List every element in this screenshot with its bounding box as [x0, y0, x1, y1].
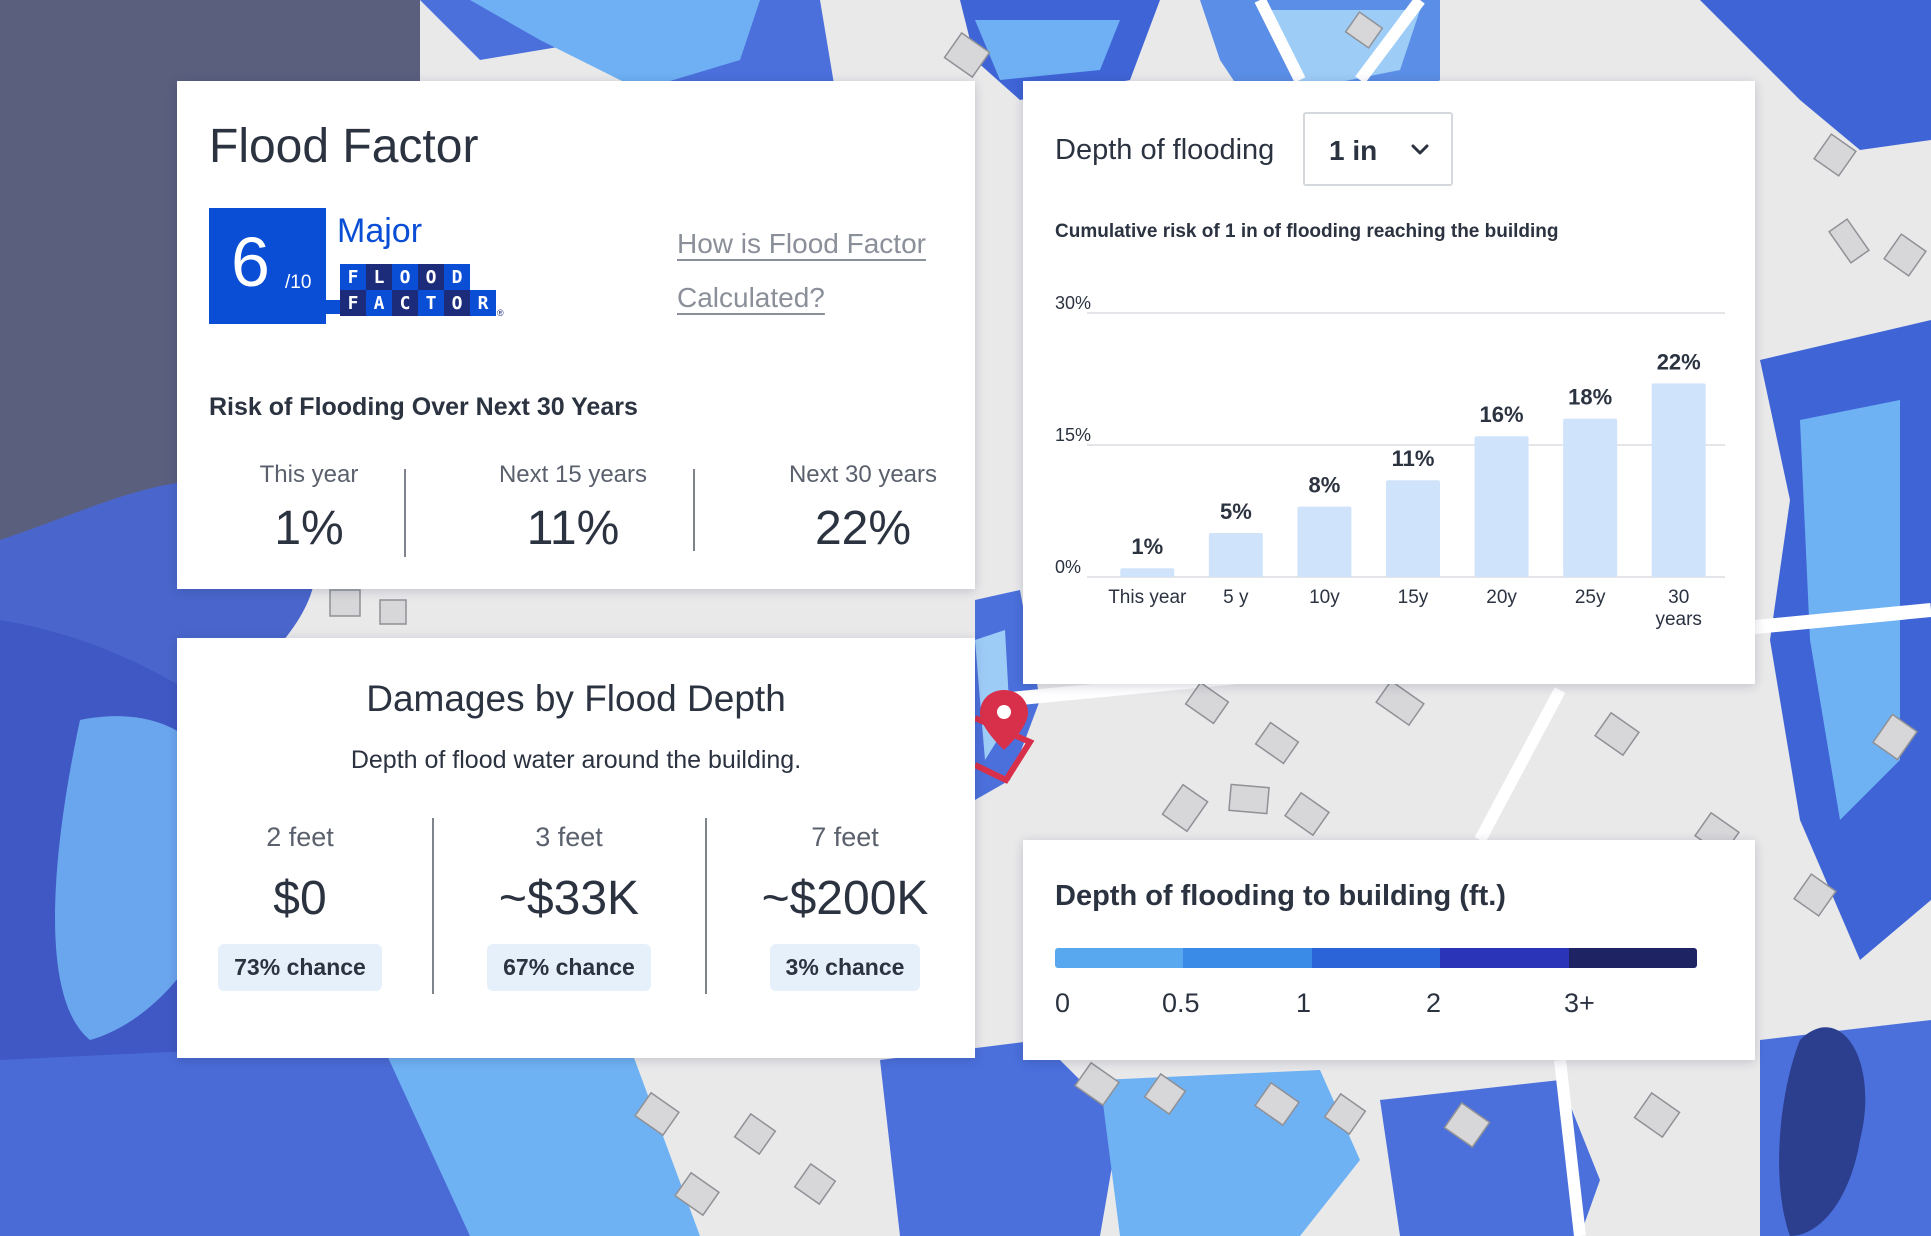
legend-tick: 0.5	[1162, 988, 1200, 1019]
flood-factor-severity: Major	[337, 212, 422, 251]
legend-color-segment	[1055, 948, 1183, 968]
logo-letter: O	[418, 264, 444, 290]
x-tick-label: 5 y	[1223, 587, 1249, 608]
damages-subtitle: Depth of flood water around the building…	[177, 746, 975, 775]
y-tick-label: 0%	[1055, 557, 1081, 577]
damage-depth: 2 feet	[170, 822, 430, 853]
risk-heading: Risk of Flooding Over Next 30 Years	[209, 393, 638, 422]
bar[interactable]	[1297, 507, 1351, 577]
bar-value-label: 1%	[1131, 534, 1163, 559]
risk-stat-this-year: This year 1%	[184, 461, 434, 556]
bar[interactable]	[1652, 383, 1706, 577]
cumulative-risk-chart: 0% 15% 30% 1% This year 5% 5 y 8% 10y 11% 15y 16% 20…	[1023, 261, 1755, 681]
risk-stat-label: Next 30 years	[738, 461, 988, 489]
x-tick-label: This year	[1108, 587, 1187, 608]
bar-value-label: 11%	[1392, 446, 1435, 471]
logo-letter: F	[340, 290, 366, 316]
x-tick-label: years	[1655, 609, 1701, 630]
legend-color-segment	[1569, 948, 1697, 968]
damage-column: 3 feet ~$33K 67% chance	[439, 822, 699, 991]
bar[interactable]	[1475, 436, 1529, 577]
legend-color-segment	[1183, 948, 1311, 968]
logo-letter: D	[444, 264, 470, 290]
depth-legend-card: Depth of flooding to building (ft.) 0 0.…	[1023, 840, 1755, 1060]
divider	[404, 469, 406, 557]
legend-tick: 1	[1296, 988, 1311, 1019]
divider	[705, 818, 707, 994]
x-tick-label: 10y	[1309, 587, 1340, 608]
flood-factor-score: 6	[231, 222, 270, 302]
damages-title: Damages by Flood Depth	[177, 678, 975, 720]
x-tick-label: 20y	[1486, 587, 1517, 608]
damage-chance-badge: 73% chance	[218, 944, 382, 991]
divider	[693, 469, 695, 551]
risk-stat-label: This year	[184, 461, 434, 489]
legend-color-segment	[1312, 948, 1440, 968]
logo-letter: C	[392, 290, 418, 316]
damage-chance-badge: 3% chance	[770, 944, 921, 991]
flood-factor-title: Flood Factor	[209, 119, 478, 174]
risk-stat-value: 22%	[738, 501, 988, 556]
logo-letter: R	[470, 290, 496, 316]
bar-value-label: 22%	[1657, 349, 1701, 374]
bar[interactable]	[1209, 533, 1263, 577]
x-tick-label: 15y	[1398, 587, 1429, 608]
depth-dropdown[interactable]: 1 in	[1303, 112, 1453, 186]
bar[interactable]	[1386, 480, 1440, 577]
y-tick-label: 15%	[1055, 425, 1091, 445]
depth-color-scale	[1055, 948, 1697, 968]
logo-letter: O	[392, 264, 418, 290]
bar-value-label: 5%	[1220, 499, 1252, 524]
damage-depth: 3 feet	[439, 822, 699, 853]
legend-color-segment	[1440, 948, 1568, 968]
legend-tick: 3+	[1564, 988, 1595, 1019]
risk-stat-label: Next 15 years	[448, 461, 698, 489]
bar-value-label: 18%	[1568, 385, 1612, 410]
logo-letter: A	[366, 290, 392, 316]
x-tick-label: 30	[1668, 587, 1689, 608]
damage-chance-badge: 67% chance	[487, 944, 651, 991]
badge-notch	[326, 300, 340, 314]
chart-title: Cumulative risk of 1 in of flooding reac…	[1055, 221, 1559, 243]
flood-factor-score-max: /10	[285, 272, 311, 294]
depth-dropdown-value: 1 in	[1329, 135, 1377, 167]
chevron-down-icon	[1409, 138, 1431, 160]
risk-stat-15-years: Next 15 years 11%	[448, 461, 698, 556]
bar-value-label: 16%	[1480, 402, 1524, 427]
how-calculated-link[interactable]: How is Flood Factor Calculated?	[677, 217, 947, 325]
bar-value-label: 8%	[1309, 473, 1341, 498]
risk-stat-value: 1%	[184, 501, 434, 556]
logo-registered-mark: ®	[497, 308, 504, 318]
legend-tick: 0	[1055, 988, 1070, 1019]
depth-of-flooding-label: Depth of flooding	[1055, 134, 1274, 167]
damages-card: Damages by Flood Depth Depth of flood wa…	[177, 638, 975, 1058]
damage-value: ~$200K	[715, 871, 975, 926]
x-tick-label: 25y	[1575, 587, 1606, 608]
y-tick-label: 30%	[1055, 293, 1091, 313]
risk-stat-30-years: Next 30 years 22%	[738, 461, 988, 556]
cumulative-risk-card: Depth of flooding 1 in Cumulative risk o…	[1023, 81, 1755, 684]
damage-value: $0	[170, 871, 430, 926]
damage-depth: 7 feet	[715, 822, 975, 853]
flood-factor-score-badge: 6 /10	[209, 208, 326, 324]
damage-value: ~$33K	[439, 871, 699, 926]
logo-letter: T	[418, 290, 444, 316]
bar[interactable]	[1120, 568, 1174, 577]
divider	[432, 818, 434, 994]
damage-column: 2 feet $0 73% chance	[170, 822, 430, 991]
logo-letter: O	[444, 290, 470, 316]
legend-tick: 2	[1426, 988, 1441, 1019]
legend-title: Depth of flooding to building (ft.)	[1055, 880, 1506, 913]
risk-stat-value: 11%	[448, 501, 698, 556]
logo-letter: F	[340, 264, 366, 290]
damage-column: 7 feet ~$200K 3% chance	[715, 822, 975, 991]
bar[interactable]	[1563, 419, 1617, 577]
logo-letter: L	[366, 264, 392, 290]
